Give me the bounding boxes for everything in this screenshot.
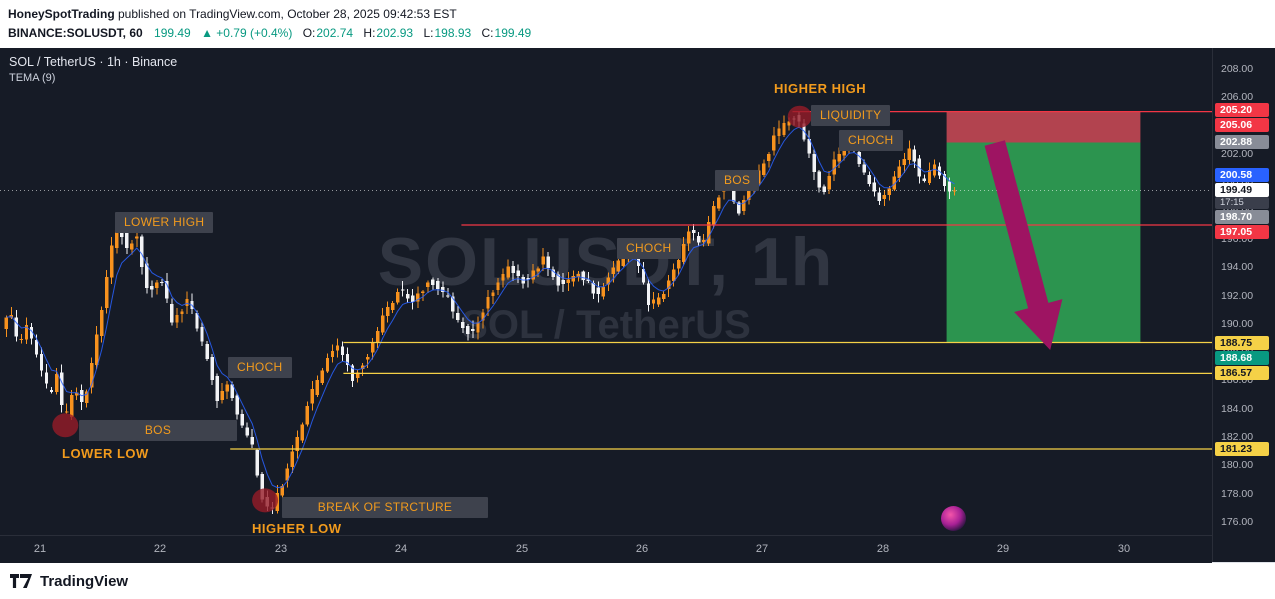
price-tag-186.57[interactable]: 186.57	[1215, 366, 1269, 380]
price-tick: 184.00	[1221, 403, 1254, 415]
price-tick: 192.00	[1221, 290, 1254, 302]
annotations-layer: LOWER HIGH BOS LOWER LOW CHOCH BREAK OF STRC…	[0, 48, 1212, 536]
label-choch-2[interactable]: CHOCH	[617, 238, 681, 259]
price-tag-188.68[interactable]: 188.68	[1215, 351, 1269, 365]
price-tag-205.06[interactable]: 205.06	[1215, 118, 1269, 132]
legend-symbol[interactable]: SOL / TetherUS · 1h · Binance	[9, 55, 178, 69]
symbol-name: BINANCE:SOLUSDT, 60	[8, 26, 143, 40]
label-choch-1[interactable]: CHOCH	[228, 357, 292, 378]
label-bos-2[interactable]: BOS	[715, 170, 760, 191]
ohlc-close: C:199.49	[481, 26, 532, 40]
label-higher-low[interactable]: HIGHER LOW	[252, 521, 342, 536]
price-tick: 182.00	[1221, 431, 1254, 443]
label-higher-high[interactable]: HIGHER HIGH	[774, 81, 867, 96]
chart-area: SOLUSDT, 1h SOL / TetherUS LOWER HIGH BOS…	[0, 48, 1275, 563]
down-arrow[interactable]	[984, 140, 1063, 350]
time-tick: 26	[635, 543, 649, 555]
label-bos-1[interactable]: BOS	[79, 420, 237, 441]
tradingview-brand[interactable]: TradingView	[40, 572, 129, 590]
price-tick: 178.00	[1221, 488, 1254, 500]
price-tag-205.20[interactable]: 205.20	[1215, 103, 1269, 117]
label-choch-3[interactable]: CHOCH	[839, 130, 903, 151]
price-axis[interactable]: 208.00206.00204.00202.00200.00198.00196.…	[1212, 48, 1275, 562]
price-tag-202.88[interactable]: 202.88	[1215, 135, 1269, 149]
publish-text: published on TradingView.com, October 28…	[114, 7, 457, 21]
price-tick: 208.00	[1221, 63, 1254, 75]
price-tag-200.58[interactable]: 200.58	[1215, 168, 1269, 182]
time-tick: 23	[274, 543, 288, 555]
ohlc-high: H:202.93	[363, 26, 414, 40]
price-tag-188.75[interactable]: 188.75	[1215, 336, 1269, 350]
symbol-info-bar: BINANCE:SOLUSDT, 60 199.49 ▲ +0.79 (+0.4…	[8, 26, 538, 40]
label-break-of-structure[interactable]: BREAK OF STRCTURE	[282, 497, 488, 518]
time-tick: 28	[876, 543, 890, 555]
price-tag-199.49[interactable]: 199.49	[1215, 183, 1269, 197]
time-tick: 27	[755, 543, 769, 555]
tema-line[interactable]	[6, 126, 955, 489]
publish-info: HoneySpotTrading published on TradingVie…	[8, 7, 457, 21]
ohlc-low: L:198.93	[423, 26, 472, 40]
price-change: ▲ +0.79 (+0.4%)	[201, 26, 293, 40]
publish-header: HoneySpotTrading published on TradingVie…	[0, 0, 1275, 48]
chart-canvas[interactable]	[0, 48, 1212, 535]
price-tick: 202.00	[1221, 148, 1254, 160]
label-lower-low[interactable]: LOWER LOW	[62, 446, 149, 461]
price-tick: 180.00	[1221, 459, 1254, 471]
time-axis[interactable]: 21 22 23 24 25 26 27 28 29 30	[0, 535, 1212, 563]
price-tag-198.70[interactable]: 198.70	[1215, 210, 1269, 224]
stop-zone[interactable]	[946, 111, 1141, 143]
price-tick: 194.00	[1221, 261, 1254, 273]
publisher-logo	[941, 506, 966, 531]
price-tick: 190.00	[1221, 318, 1254, 330]
last-price-value: 199.49	[154, 26, 191, 40]
time-tick: 21	[33, 543, 47, 555]
time-tick: 29	[996, 543, 1010, 555]
price-tag-181.23[interactable]: 181.23	[1215, 442, 1269, 456]
pivot-circle[interactable]	[252, 488, 279, 513]
pivot-circle[interactable]	[52, 413, 79, 438]
legend-indicator[interactable]: TEMA (9)	[9, 72, 56, 84]
label-liquidity[interactable]: LIQUIDITY	[811, 105, 891, 126]
publisher-name: HoneySpotTrading	[8, 7, 115, 21]
price-tag-197.05[interactable]: 197.05	[1215, 225, 1269, 239]
price-tick: 206.00	[1221, 91, 1254, 103]
countdown-tag: 17:15	[1215, 197, 1269, 209]
time-tick: 22	[153, 543, 167, 555]
chart-legend: SOL / TetherUS · 1h · Binance TEMA (9)	[9, 55, 177, 84]
price-tick: 176.00	[1221, 516, 1254, 528]
time-tick: 30	[1117, 543, 1131, 555]
pivot-circle[interactable]	[787, 105, 812, 128]
tradingview-logo-icon[interactable]	[10, 573, 32, 589]
time-tick: 25	[515, 543, 529, 555]
ohlc-open: O:202.74	[302, 26, 354, 40]
label-lower-high[interactable]: LOWER HIGH	[115, 212, 214, 233]
footer: TradingView	[0, 562, 1275, 599]
time-tick: 24	[394, 543, 408, 555]
